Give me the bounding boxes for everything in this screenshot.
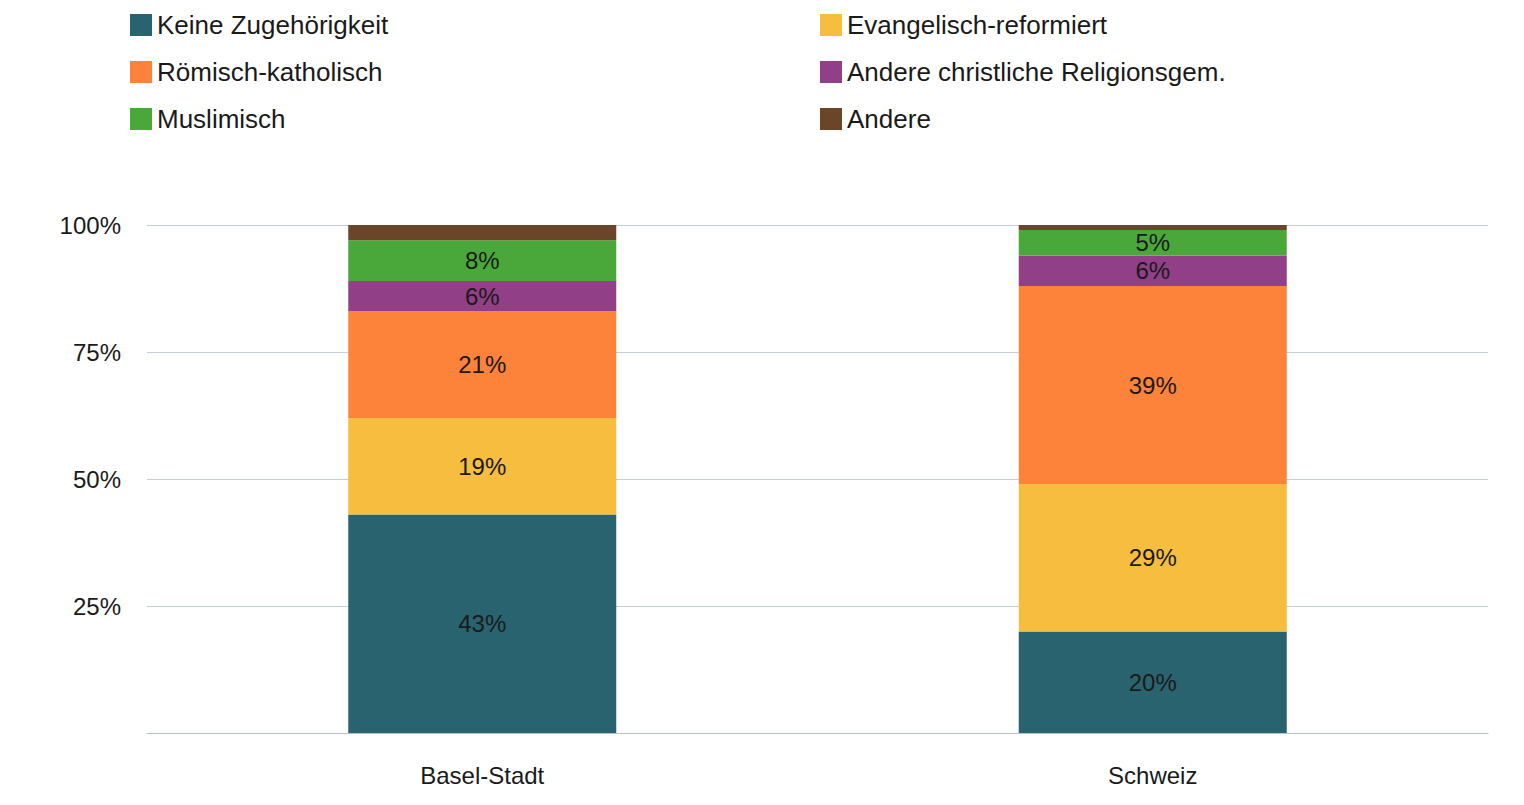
- svg-text:Evangelisch-reformiert: Evangelisch-reformiert: [847, 10, 1108, 40]
- svg-text:Andere: Andere: [847, 104, 931, 134]
- svg-text:Römisch-katholisch: Römisch-katholisch: [157, 57, 382, 87]
- svg-text:75%: 75%: [73, 339, 121, 366]
- svg-text:50%: 50%: [73, 466, 121, 493]
- svg-text:25%: 25%: [73, 593, 121, 620]
- svg-text:Andere christliche Religionsge: Andere christliche Religionsgem.: [847, 57, 1226, 87]
- svg-text:Schweiz: Schweiz: [1108, 762, 1197, 789]
- svg-text:20%: 20%: [1129, 669, 1177, 696]
- svg-text:8%: 8%: [465, 247, 500, 274]
- svg-text:21%: 21%: [458, 351, 506, 378]
- svg-text:5%: 5%: [1135, 229, 1170, 256]
- svg-text:39%: 39%: [1129, 372, 1177, 399]
- svg-text:6%: 6%: [1135, 257, 1170, 284]
- svg-text:Basel-Stadt: Basel-Stadt: [420, 762, 544, 789]
- svg-text:Muslimisch: Muslimisch: [157, 104, 286, 134]
- svg-text:100%: 100%: [60, 212, 121, 239]
- svg-text:43%: 43%: [458, 610, 506, 637]
- svg-text:29%: 29%: [1129, 544, 1177, 571]
- svg-text:19%: 19%: [458, 453, 506, 480]
- svg-text:6%: 6%: [465, 283, 500, 310]
- svg-text:Keine Zugehörigkeit: Keine Zugehörigkeit: [157, 10, 389, 40]
